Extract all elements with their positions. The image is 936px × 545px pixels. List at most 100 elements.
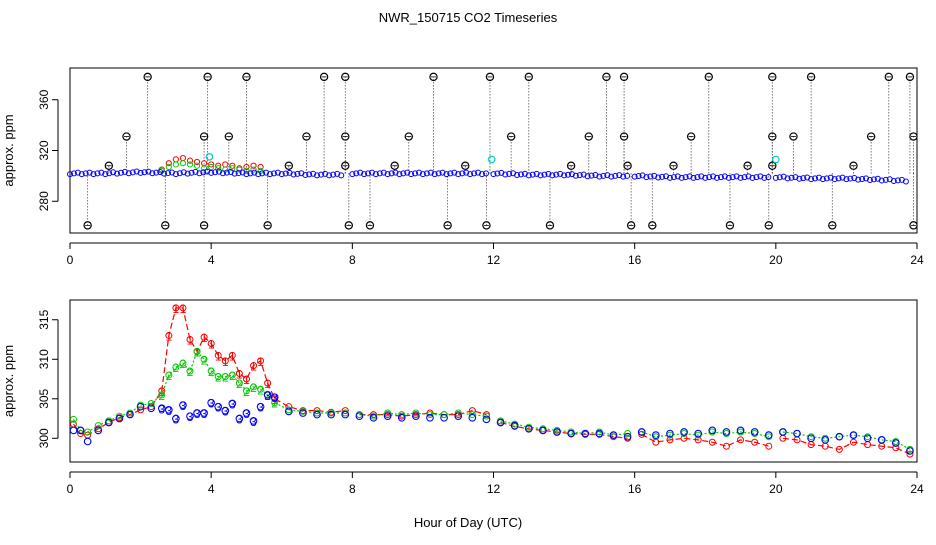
series3-point: [859, 175, 866, 182]
x-tick-label: 4: [208, 482, 215, 496]
series3-marker: 3: [264, 389, 271, 403]
y-tick-label: 320: [37, 140, 51, 160]
series2-marker: 2: [264, 389, 271, 403]
series3-point: [620, 173, 627, 180]
plot-frame: [69, 67, 918, 234]
outlier-point: [199, 132, 209, 141]
x-tick-label: 12: [487, 482, 501, 496]
series1-point: [242, 375, 250, 383]
series3-point: [125, 170, 132, 177]
series3-point: [278, 171, 285, 178]
series3-point: [729, 174, 736, 181]
series3-point: [877, 436, 886, 444]
series1-point: [215, 162, 222, 169]
series3-point: [86, 169, 93, 176]
series1-point: [250, 162, 257, 169]
series3-point: [141, 169, 148, 176]
series3-point: [514, 171, 521, 178]
series3-point: [553, 171, 560, 178]
series3-point: [635, 173, 642, 180]
outlier-point: [704, 72, 713, 82]
outlier-point: [461, 161, 470, 170]
series3-point: [694, 429, 703, 438]
series3-point: [400, 170, 407, 177]
series3-point: [784, 175, 791, 182]
series1-point: [835, 445, 843, 453]
series1-marker: 1: [236, 367, 243, 381]
x-tick-label: 4: [208, 253, 215, 267]
series3-point: [83, 437, 92, 446]
series3-point: [533, 170, 540, 177]
series2-marker: 2: [271, 397, 278, 411]
series3-point: [196, 170, 203, 177]
series3-point: [115, 414, 124, 423]
outlier-point: [224, 132, 234, 141]
series3-point: [529, 171, 536, 178]
series3-point: [318, 171, 325, 178]
y-tick-label: 280: [37, 191, 51, 211]
series3-point: [314, 172, 321, 179]
series3-point: [694, 174, 701, 181]
series2-line: [500, 420, 628, 436]
series3-point: [471, 170, 478, 177]
series3-point: [576, 172, 583, 179]
series1-point: [228, 351, 236, 359]
series3-point: [274, 169, 281, 176]
series3-point: [355, 412, 364, 421]
series3-point: [572, 172, 579, 179]
series3-point: [721, 173, 728, 180]
series3-point: [609, 431, 618, 439]
series2-marker: 2: [222, 371, 229, 385]
series3-point: [290, 171, 297, 178]
series3-point: [902, 178, 909, 185]
series3-point: [266, 171, 273, 178]
series2-point: [228, 371, 236, 379]
series3-point: [263, 390, 272, 399]
series3-point: [94, 426, 103, 435]
series3-point: [819, 176, 826, 183]
outlier-point: [482, 221, 491, 230]
series3-marker: 3: [236, 413, 243, 427]
series1-point: [229, 162, 236, 169]
series3-point: [110, 169, 117, 176]
series3-point: [214, 402, 223, 411]
series1-point: [214, 351, 222, 359]
series3-point: [891, 439, 900, 447]
series3-point: [839, 174, 846, 181]
series3-point: [408, 171, 415, 178]
outlier-point: [789, 132, 798, 141]
series2-point: [454, 409, 462, 417]
outlier-point: [104, 161, 114, 170]
series2-point: [468, 411, 476, 419]
outlier-point: [284, 161, 294, 170]
series3-point: [78, 171, 85, 178]
series1-marker: 1: [201, 331, 208, 345]
series3-point: [706, 174, 713, 181]
series3-point: [808, 176, 815, 183]
series2-point: [229, 165, 236, 172]
series3-point: [835, 432, 844, 441]
series3-point: [423, 170, 430, 177]
series3-point: [149, 170, 156, 177]
outlier-point: [429, 72, 438, 82]
series3-point: [655, 174, 662, 181]
series3-point: [537, 172, 544, 179]
series3-point: [690, 174, 697, 181]
series3-point: [306, 171, 313, 178]
series2-point: [235, 379, 243, 387]
series3-point: [686, 173, 693, 180]
series2-line: [359, 412, 487, 417]
x-tick-label: 8: [349, 253, 356, 267]
series3-point: [849, 431, 858, 439]
series3-point: [455, 171, 462, 178]
series3-point: [823, 175, 830, 182]
series3-marker: 3: [208, 397, 215, 411]
series3-point: [647, 173, 654, 180]
series3-point: [557, 170, 564, 177]
flag-point: [205, 153, 214, 161]
series2-point: [94, 422, 102, 430]
series3-point: [349, 171, 356, 178]
series3-point: [482, 415, 491, 424]
outlier-point: [725, 221, 735, 230]
x-tick-label: 12: [487, 253, 501, 267]
